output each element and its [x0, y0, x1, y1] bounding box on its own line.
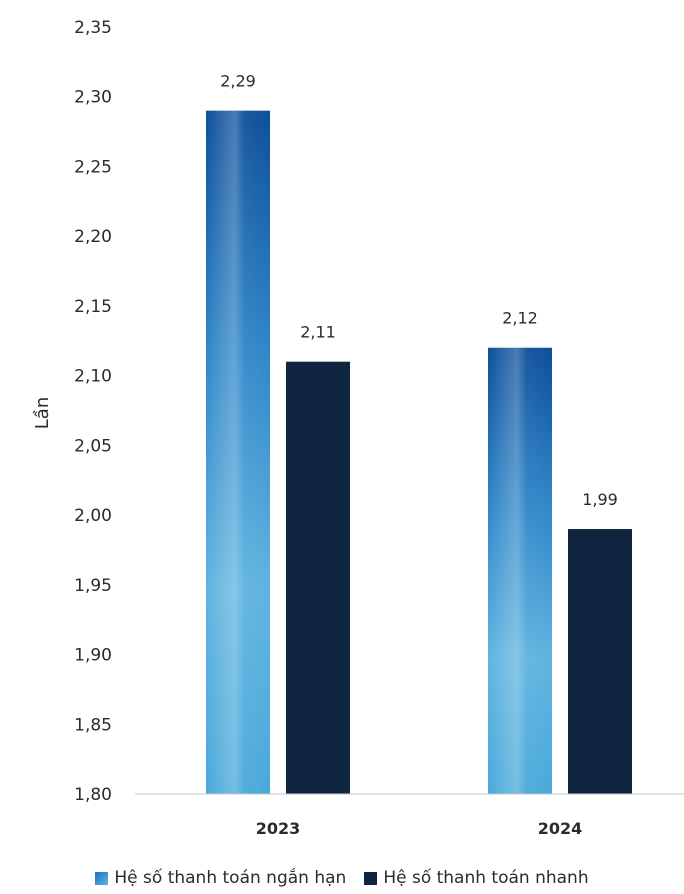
legend-label-short-term: Hệ số thanh toán ngắn hạn: [114, 868, 347, 888]
data-label: 2,29: [220, 72, 256, 91]
legend-swatch-short-term: [95, 871, 109, 885]
y-tick-label: 2,35: [74, 18, 112, 38]
bar-short-term-texture-2024: [488, 347, 552, 794]
legend: Hệ số thanh toán ngắn hạn Hệ số thanh to…: [0, 868, 684, 888]
y-tick-label: 2,05: [74, 436, 112, 456]
y-tick-label: 1,85: [74, 715, 112, 735]
y-axis-label: Lần: [32, 397, 53, 429]
y-tick-label: 2,25: [74, 157, 112, 177]
y-tick-label: 2,20: [74, 227, 112, 247]
x-category-label: 2023: [256, 819, 301, 838]
x-category-label: 2024: [538, 819, 583, 838]
y-tick-label: 1,80: [74, 785, 112, 805]
y-tick-label: 1,95: [74, 576, 112, 596]
legend-label-quick: Hệ số thanh toán nhanh: [383, 868, 589, 888]
legend-item-quick: Hệ số thanh toán nhanh: [364, 868, 589, 888]
data-label: 2,12: [502, 309, 538, 328]
data-label: 2,11: [300, 323, 336, 342]
y-tick-label: 2,00: [74, 506, 112, 526]
y-tick-label: 2,10: [74, 367, 112, 387]
bar-quick-2023: [286, 361, 350, 794]
legend-swatch-quick: [364, 871, 378, 885]
bar-short-term-texture-2023: [206, 110, 270, 794]
y-tick-label: 2,30: [74, 88, 112, 108]
y-tick-label: 1,90: [74, 646, 112, 666]
bar-quick-2024: [568, 529, 632, 794]
y-tick-label: 2,15: [74, 297, 112, 317]
legend-item-short-term: Hệ số thanh toán ngắn hạn: [95, 868, 346, 888]
data-label: 1,99: [582, 490, 618, 509]
